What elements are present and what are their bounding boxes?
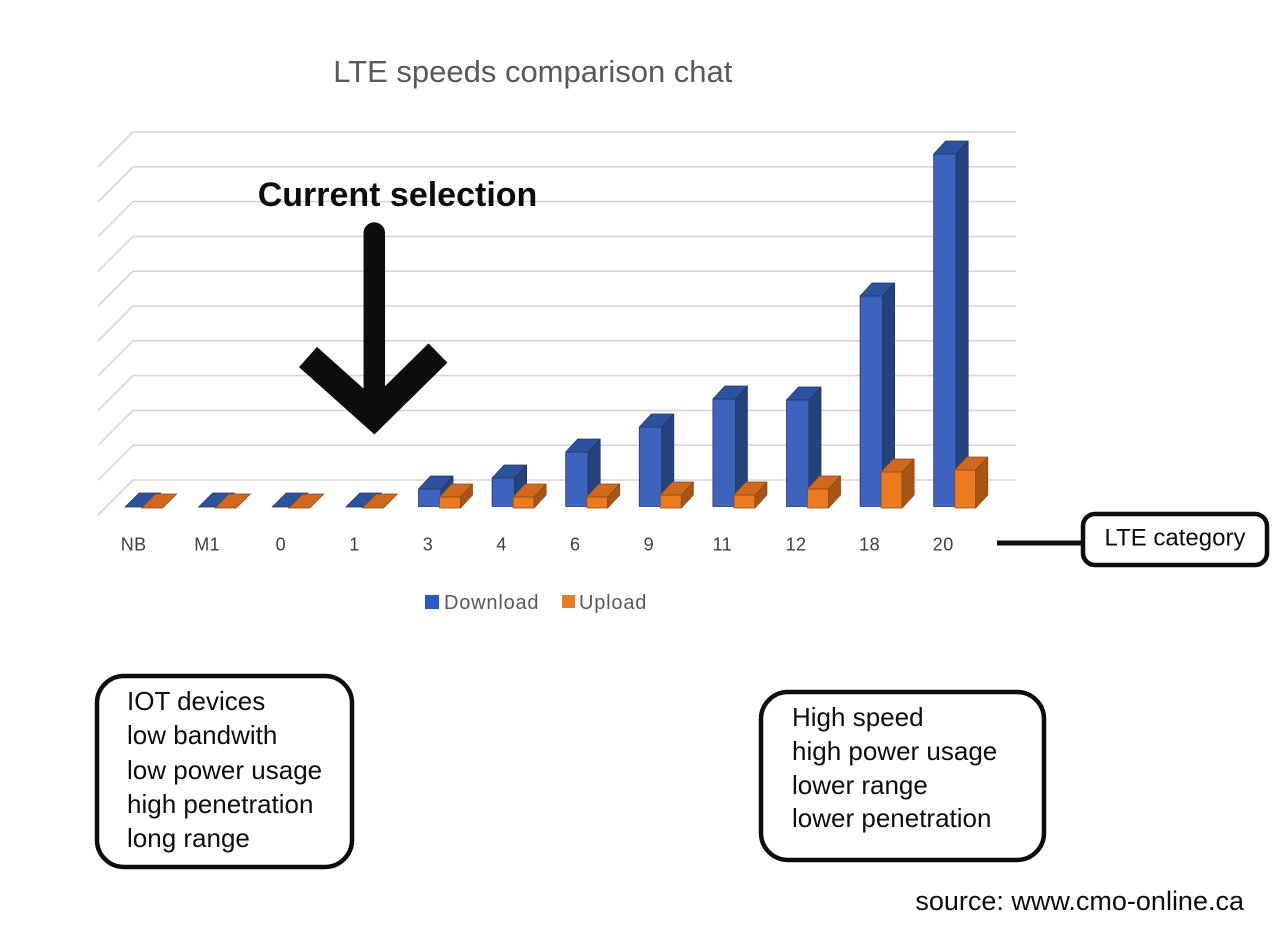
svg-text:Download: Download bbox=[444, 592, 539, 614]
svg-text:High speed: High speed bbox=[792, 702, 924, 732]
svg-text:M1: M1 bbox=[194, 535, 220, 555]
svg-text:12: 12 bbox=[786, 535, 807, 555]
svg-text:4: 4 bbox=[496, 535, 506, 555]
svg-text:3: 3 bbox=[423, 535, 433, 555]
svg-text:long range: long range bbox=[127, 823, 250, 853]
svg-text:11: 11 bbox=[713, 535, 733, 555]
svg-text:lower penetration: lower penetration bbox=[792, 803, 991, 833]
svg-text:high power usage: high power usage bbox=[792, 736, 997, 766]
svg-text:18: 18 bbox=[859, 535, 880, 555]
svg-text:low bandwith: low bandwith bbox=[127, 720, 277, 750]
svg-text:NB: NB bbox=[121, 535, 147, 555]
svg-text:6: 6 bbox=[570, 535, 580, 555]
svg-text:IOT devices: IOT devices bbox=[127, 686, 265, 716]
svg-text:source: www.cmo-online.ca: source: www.cmo-online.ca bbox=[915, 886, 1245, 916]
svg-text:20: 20 bbox=[933, 535, 954, 555]
svg-text:1: 1 bbox=[349, 535, 359, 555]
svg-text:LTE speeds comparison chat: LTE speeds comparison chat bbox=[333, 54, 733, 89]
svg-text:9: 9 bbox=[644, 535, 654, 555]
svg-text:Upload: Upload bbox=[579, 592, 647, 614]
svg-text:Current selection: Current selection bbox=[258, 176, 538, 214]
svg-text:0: 0 bbox=[276, 535, 286, 555]
svg-text:LTE category: LTE category bbox=[1105, 525, 1246, 552]
svg-text:high penetration: high penetration bbox=[127, 789, 313, 819]
svg-text:lower range: lower range bbox=[792, 770, 928, 800]
svg-text:low power usage: low power usage bbox=[127, 755, 322, 785]
